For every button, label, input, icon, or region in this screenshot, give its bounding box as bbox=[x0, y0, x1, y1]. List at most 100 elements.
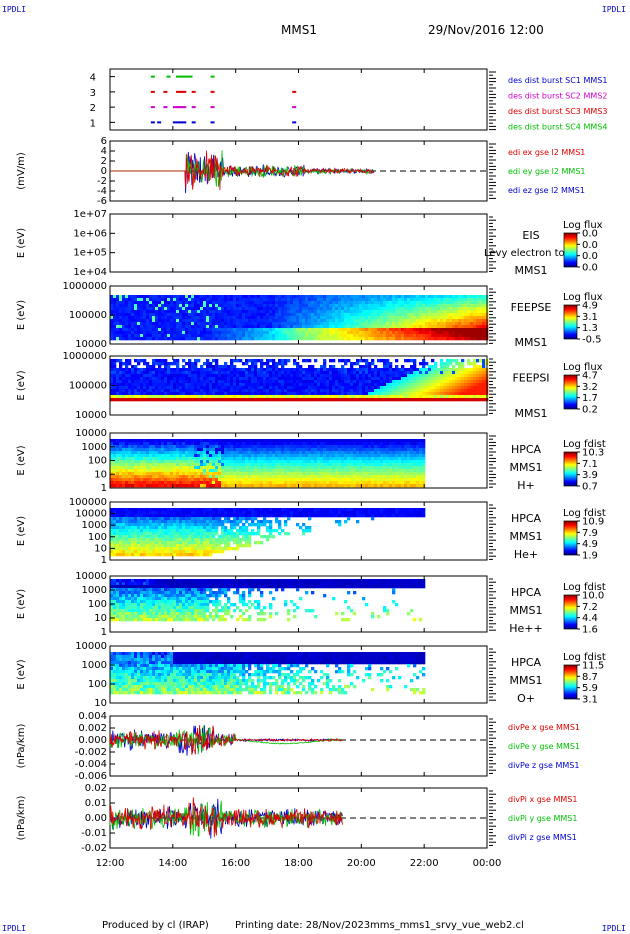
heatmap-cell bbox=[314, 448, 318, 452]
heatmap-cell bbox=[182, 445, 186, 449]
heatmap-cell bbox=[116, 310, 120, 314]
heatmap-cell bbox=[203, 383, 207, 387]
heatmap-cell bbox=[167, 392, 171, 396]
heatmap-cell bbox=[443, 383, 447, 387]
heatmap-cell bbox=[248, 310, 252, 314]
heatmap-cell bbox=[320, 337, 324, 341]
heatmap-cell bbox=[116, 466, 120, 470]
heatmap-cell bbox=[413, 371, 417, 375]
heatmap-cell bbox=[128, 301, 132, 305]
heatmap-cell bbox=[317, 331, 321, 335]
heatmap-cell bbox=[296, 386, 300, 390]
heatmap-cell bbox=[266, 301, 270, 305]
heatmap-cell bbox=[143, 454, 147, 458]
heatmap-cell bbox=[158, 368, 162, 372]
heatmap-cell bbox=[428, 368, 432, 372]
heatmap-cell bbox=[254, 454, 258, 458]
heatmap-cell bbox=[266, 398, 270, 402]
heatmap-cell bbox=[365, 365, 369, 369]
heatmap-cell bbox=[227, 301, 231, 305]
heatmap-cell bbox=[296, 383, 300, 387]
heatmap-cell bbox=[308, 337, 312, 341]
heatmap-cell bbox=[293, 374, 297, 378]
heatmap-cell bbox=[152, 442, 156, 446]
heatmap-cell bbox=[110, 307, 114, 311]
heatmap-cell bbox=[290, 295, 294, 299]
heatmap-cell bbox=[251, 380, 255, 384]
heatmap-cell bbox=[191, 466, 195, 470]
heatmap-cell bbox=[434, 389, 438, 393]
heatmap-cell bbox=[473, 298, 477, 302]
heatmap-cell bbox=[227, 304, 231, 308]
heatmap-cell bbox=[449, 334, 453, 338]
heatmap-cell bbox=[275, 395, 279, 399]
heatmap-cell bbox=[392, 380, 396, 384]
heatmap-cell bbox=[128, 481, 132, 485]
heatmap-cell bbox=[269, 395, 273, 399]
heatmap-cell bbox=[311, 331, 315, 335]
heatmap-cell bbox=[236, 466, 240, 470]
heatmap-cell bbox=[230, 334, 234, 338]
heatmap-cell bbox=[194, 316, 198, 320]
heatmap-cell bbox=[404, 325, 408, 329]
heatmap-cell bbox=[398, 319, 402, 323]
heatmap-cell bbox=[257, 325, 261, 329]
heatmap-cell bbox=[413, 389, 417, 393]
heatmap-cell bbox=[161, 472, 165, 476]
heatmap-cell bbox=[176, 368, 180, 372]
heatmap-cell bbox=[416, 295, 420, 299]
heatmap-cell bbox=[302, 301, 306, 305]
heatmap-cell bbox=[188, 307, 192, 311]
heatmap-cell bbox=[203, 368, 207, 372]
heatmap-cell bbox=[161, 484, 165, 488]
heatmap-cell bbox=[230, 322, 234, 326]
heatmap-cell bbox=[347, 395, 351, 399]
heatmap-cell bbox=[335, 331, 339, 335]
heatmap-cell bbox=[134, 377, 138, 381]
heatmap-cell bbox=[239, 310, 243, 314]
heatmap-cell bbox=[206, 469, 210, 473]
heatmap-cell bbox=[287, 316, 291, 320]
heatmap-cell bbox=[248, 368, 252, 372]
heatmap-cell bbox=[149, 389, 153, 393]
heatmap-cell bbox=[368, 365, 372, 369]
heatmap-cell bbox=[242, 301, 246, 305]
heatmap-cell bbox=[398, 334, 402, 338]
heatmap-cell bbox=[374, 304, 378, 308]
heatmap-cell bbox=[290, 337, 294, 341]
heatmap-cell bbox=[476, 322, 480, 326]
heatmap-cell bbox=[176, 365, 180, 369]
heatmap-cell bbox=[386, 359, 390, 363]
heatmap-cell bbox=[242, 304, 246, 308]
heatmap-cell bbox=[221, 442, 225, 446]
heatmap-cell bbox=[311, 334, 315, 338]
y-tick-label: 0.002 bbox=[78, 723, 107, 734]
heatmap-cell bbox=[185, 469, 189, 473]
heatmap-cell bbox=[401, 392, 405, 396]
heatmap-cell bbox=[188, 301, 192, 305]
heatmap-cell bbox=[170, 439, 174, 443]
heatmap-cell bbox=[182, 337, 186, 341]
heatmap-cell bbox=[194, 389, 198, 393]
colorbar-title-feepse: Log flux bbox=[563, 292, 603, 303]
heatmap-cell bbox=[116, 377, 120, 381]
heatmap-cell bbox=[437, 328, 441, 332]
heatmap-cell bbox=[437, 371, 441, 375]
heatmap-cell bbox=[185, 316, 189, 320]
heatmap-cell bbox=[326, 374, 330, 378]
heatmap-cell bbox=[386, 362, 390, 366]
heatmap-cell bbox=[311, 392, 315, 396]
heatmap-cell bbox=[128, 478, 132, 482]
heatmap-cell bbox=[392, 383, 396, 387]
heatmap-cell bbox=[287, 368, 291, 372]
heatmap-cell bbox=[287, 398, 291, 402]
heatmap-cell bbox=[449, 304, 453, 308]
heatmap-cell bbox=[206, 383, 210, 387]
heatmap-cell bbox=[206, 398, 210, 402]
heatmap-cell bbox=[266, 313, 270, 317]
heatmap-cell bbox=[170, 451, 174, 455]
heatmap-cell bbox=[215, 331, 219, 335]
heatmap-cell bbox=[284, 469, 288, 473]
heatmap-cell bbox=[449, 301, 453, 305]
heatmap-cell bbox=[248, 454, 252, 458]
